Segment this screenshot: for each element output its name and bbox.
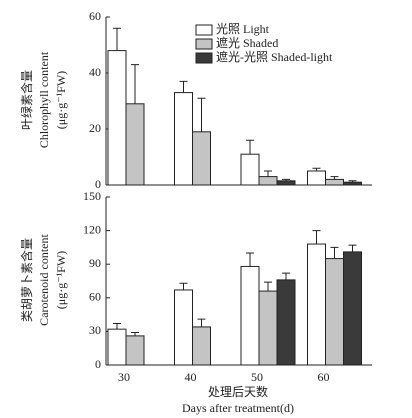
legend-swatch [195,24,213,36]
error-bar [131,64,139,104]
bar [192,131,211,186]
legend-swatch [195,38,213,50]
y-unit: (μg·g⁻¹FW) [54,71,68,129]
bar [276,180,296,186]
bar [276,279,296,366]
y-label-cn: 类胡萝卜素含量 [19,238,34,322]
y-tick-label: 40 [89,65,101,79]
error-bar [246,139,254,155]
y-label: Chlorophyll content [37,51,51,148]
y-tick-label: 120 [83,222,101,236]
error-bar [113,27,121,51]
x-tick-label: 30 [118,370,130,384]
bar [307,243,326,366]
bar [325,258,344,366]
bar [343,181,362,186]
legend-label: 遮光-光照 Shaded-light [216,49,333,64]
x-label-cn: 处理后天数 [208,384,268,399]
bar [343,251,362,366]
error-bar [282,178,290,181]
error-bar [330,246,339,259]
bar [107,50,127,186]
bar [258,290,278,366]
error-bar [264,281,272,292]
error-bar [348,244,357,252]
legend-label: 遮光 Shaded [216,35,278,50]
bar [240,153,260,186]
x-label: Days after treatment(d) [182,401,294,415]
x-tick-label: 40 [185,370,197,384]
bar [174,92,193,186]
error-bar [312,230,321,245]
error-bar [197,97,206,132]
legend-swatch [195,52,213,64]
error-bar [282,272,290,280]
error-bar [246,252,254,267]
y-label: Carotenoid content [37,234,51,326]
x-tick-label: 50 [251,370,263,384]
y-label-cn: 叶绿素含量 [19,70,34,130]
error-bar [131,332,139,336]
y-tick-label: 60 [89,9,101,23]
legend-label: 光照 Light [216,22,270,36]
bar [325,178,344,186]
y-unit: (μg·g⁻¹FW) [54,251,68,309]
error-bar [113,323,121,330]
bar [307,170,326,186]
bar [125,335,145,366]
error-bar [179,80,188,93]
error-bar [264,170,272,177]
error-bar [312,167,321,171]
bar [258,176,278,186]
y-tick-label: 150 [83,189,101,203]
bar [107,328,127,366]
y-tick-label: 90 [89,256,101,270]
bar [192,326,211,366]
y-tick-label: 0 [95,357,101,371]
bar [240,265,260,366]
y-tick-label: 0 [95,177,101,191]
bar [125,103,145,186]
y-tick-label: 20 [89,121,101,135]
y-tick-label: 30 [89,323,101,337]
bar [174,289,193,366]
x-tick-label: 60 [318,370,330,384]
error-bar [348,180,357,183]
error-bar [179,282,188,290]
error-bar [330,176,339,180]
y-tick-label: 60 [89,290,101,304]
error-bar [197,318,206,327]
